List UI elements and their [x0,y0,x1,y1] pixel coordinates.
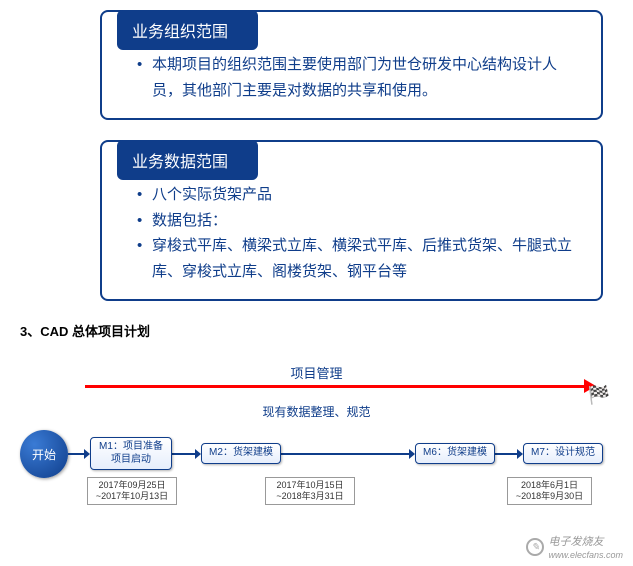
milestone-label: M7：设计规范 [528,447,598,460]
connector [281,453,411,455]
watermark-icon: ✎ [526,538,544,556]
start-node: 开始 [20,430,68,478]
connector [172,453,197,455]
watermark: ✎ 电子发烧友 www.elecfans.com [526,533,623,561]
date-box-m2: 2017年10月15日 ~2018年3月31日 [265,477,355,505]
date-box-m6: 2018年6月1日 ~2018年9月30日 [507,477,592,505]
milestone-label: M1：项目准备 [95,441,167,454]
card-header: 业务数据范围 [117,140,258,180]
section-title: 3、CAD 总体项目计划 [20,321,633,340]
scope-card-data: 业务数据范围 八个实际货架产品 数据包括： 穿梭式平库、横梁式立库、横梁式平库、… [100,140,603,301]
milestone-m6: M6：货架建模 [415,443,495,464]
milestone-m7: M7：设计规范 [523,443,603,464]
date-line: ~2018年3月31日 [270,491,350,502]
timeline-arrow-line [85,385,588,388]
flag-icon: 🏁 [588,385,610,406]
pm-label: 项目管理 [290,363,342,382]
milestone-m1: M1：项目准备 项目启动 [90,437,172,470]
card-body: 本期项目的组织范围主要使用部门为世仓研发中心结构设计人员，其他部门主要是对数据的… [132,52,581,103]
card-item: 八个实际货架产品 [137,182,581,208]
sub-label: 现有数据整理、规范 [262,403,370,420]
scope-card-org: 业务组织范围 本期项目的组织范围主要使用部门为世仓研发中心结构设计人员，其他部门… [100,10,603,120]
date-box-m1: 2017年09月25日 ~2017年10月13日 [87,477,177,505]
milestone-label: M2：货架建模 [206,447,276,460]
card-body: 八个实际货架产品 数据包括： 穿梭式平库、横梁式立库、横梁式平库、后推式货架、牛… [132,182,581,284]
card-header: 业务组织范围 [117,10,258,50]
milestone-m2: M2：货架建模 [201,443,281,464]
date-line: 2017年10月15日 [270,480,350,491]
card-sub-item: 穿梭式平库、横梁式立库、横梁式平库、后推式货架、牛腿式立库、穿梭式立库、阁楼货架… [137,233,581,284]
milestone-label: M6：货架建模 [420,447,490,460]
watermark-url: www.elecfans.com [548,550,623,560]
watermark-text: 电子发烧友 [548,536,603,548]
date-line: ~2018年9月30日 [512,491,587,502]
date-line: 2018年6月1日 [512,480,587,491]
date-line: ~2017年10月13日 [92,491,172,502]
card-item: 本期项目的组织范围主要使用部门为世仓研发中心结构设计人员，其他部门主要是对数据的… [137,52,581,103]
milestone-label: 项目启动 [95,454,167,467]
card-item: 数据包括： [137,208,581,234]
date-line: 2017年09月25日 [92,480,172,491]
connector [495,453,519,455]
timeline: 项目管理 🏁 现有数据整理、规范 开始 M1：项目准备 项目启动 2017年09… [15,355,618,515]
